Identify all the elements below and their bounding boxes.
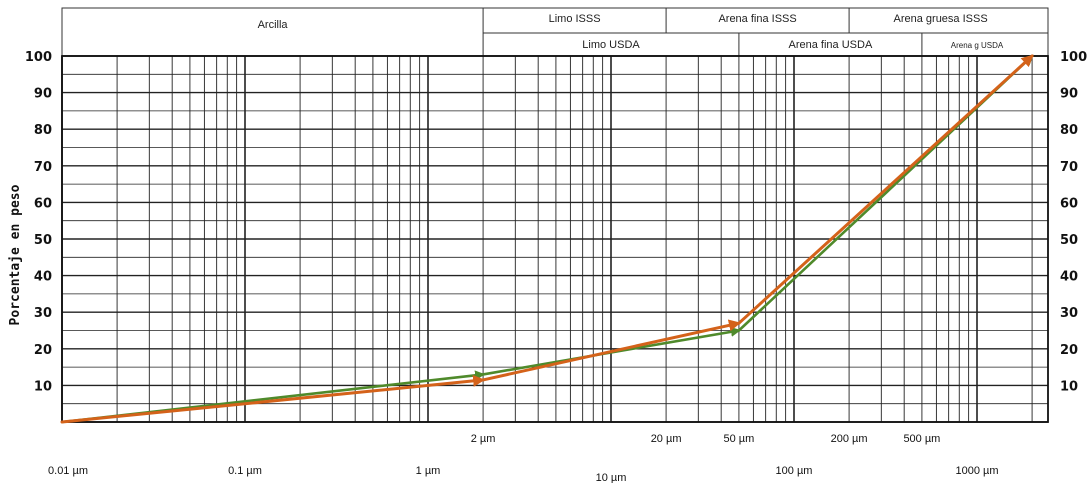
x-tick-bottom: 10 µm [596,472,627,483]
y-tick-right: 30 [1060,306,1078,321]
y-tick-left: 70 [34,160,52,175]
x-tick-bottom: 0.1 µm [228,465,262,477]
orange-series-segment [737,54,1034,325]
y-tick-right: 70 [1060,160,1078,175]
y-tick-left: 50 [34,233,52,248]
x-tick-upper: 50 µm [724,433,755,445]
x-tick-upper: 20 µm [651,433,682,445]
y-axis-label: Porcentaje en peso [8,184,23,325]
y-tick-left: 80 [34,123,52,138]
x-tick-bottom: 100 µm [776,465,813,477]
y-tick-right: 60 [1060,196,1078,211]
x-tick-bottom: 0.01 µm [48,465,88,477]
x-tick-upper: 200 µm [831,433,868,445]
y-tick-right: 20 [1060,343,1078,358]
y-tick-left: 20 [34,343,52,358]
plot-frame [61,55,1049,423]
x-tick-bottom: 1 µm [416,465,441,477]
header-row1-label: Arena fina ISSS [718,13,796,25]
x-tick-labels: 0.01 µm 0.1 µm 1 µm 10 µm 100 µm 1000 µm 2 µm 2… [48,433,999,483]
header-row1-label: Arena gruesa ISSS [894,13,988,25]
y-tick-left: 100 [25,50,52,65]
y-tick-left: 30 [34,306,52,321]
header-row2-label: Arena g USDA [951,41,1004,50]
classification-header: Arcilla Limo ISSS Arena fina ISSS Arena gru… [61,7,1049,57]
y-tick-labels: 100 90 80 70 60 50 40 30 20 10 100 90 80 70 60 50 40 30 20… [25,50,1087,394]
orange-series-segment [60,374,486,424]
y-tick-left: 10 [34,379,52,394]
plot-border [61,55,1049,423]
header-row1-label: Limo ISSS [549,13,601,25]
orange-series-segment [481,319,741,382]
y-tick-right: 50 [1060,233,1078,248]
y-tick-right: 40 [1060,270,1078,285]
y-tick-left: 60 [34,196,52,211]
header-row2-label: Arena fina USDA [789,39,873,51]
log-grid [61,55,1048,423]
series-group [60,54,1034,424]
y-tick-right: 90 [1060,87,1078,102]
x-tick-upper: 500 µm [903,433,940,445]
y-tick-right: 10 [1060,379,1078,394]
header-row1-label: Arcilla [258,19,289,31]
x-tick-bottom: 1000 µm [955,465,998,477]
y-tick-left: 90 [34,87,52,102]
y-tick-right: 80 [1060,123,1078,138]
x-tick-upper: 2 µm [471,433,496,445]
header-row2-label: Limo USDA [582,39,640,51]
y-tick-right: 100 [1060,50,1087,65]
y-tick-left: 40 [34,270,52,285]
